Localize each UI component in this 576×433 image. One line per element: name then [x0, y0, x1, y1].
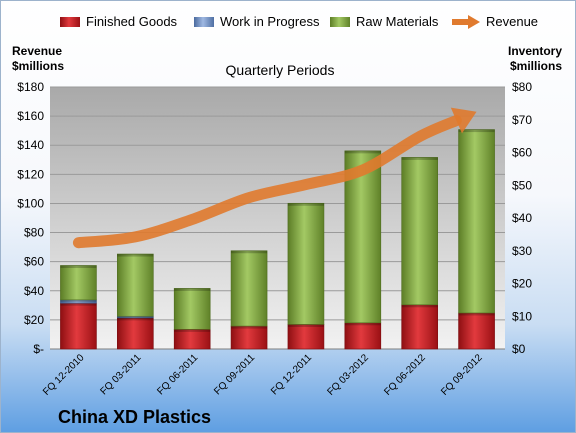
y-right-tick-label: $10 — [512, 309, 532, 323]
legend-swatch-raw-materials — [330, 17, 350, 27]
y-right-tick-label: $80 — [512, 80, 532, 94]
y-right-tick-label: $70 — [512, 113, 532, 127]
bars — [60, 129, 495, 350]
company-name: China XD Plastics — [58, 407, 211, 427]
bar-finished-goods — [458, 312, 495, 350]
y-left-tick-label: $100 — [17, 196, 44, 210]
bar-top-edge — [117, 254, 154, 257]
bar-raw-materials — [401, 157, 438, 306]
bar-top-edge — [231, 250, 268, 254]
bar-finished-goods — [401, 304, 438, 350]
bar-raw-materials — [230, 250, 268, 327]
bar-finished-goods — [173, 329, 211, 350]
y-right-tick-label: $40 — [512, 211, 532, 225]
bar-finished-goods — [344, 322, 382, 350]
bar-top-edge — [401, 157, 438, 160]
y-right-title-line1: Inventory — [508, 44, 562, 58]
bar-raw-materials — [60, 265, 97, 301]
legend-label-revenue: Revenue — [486, 14, 538, 29]
y-left-title-line1: Revenue — [12, 44, 62, 58]
bar-top-edge — [117, 316, 154, 319]
y-right-tick-label: $60 — [512, 146, 532, 160]
y-left-tick-label: $20 — [24, 313, 44, 327]
legend-arrow-revenue — [468, 15, 480, 29]
y-left-tick-label: $40 — [24, 284, 44, 298]
y-left-tick-label: $120 — [17, 167, 44, 181]
legend-label-raw-materials: Raw Materials — [356, 14, 439, 29]
legend-item-revenue: Revenue — [452, 14, 538, 29]
y-left-tick-label: $80 — [24, 226, 44, 240]
y-left-tick-label: $60 — [24, 255, 44, 269]
legend-swatch-finished-goods — [60, 17, 80, 27]
bar-raw-materials — [458, 129, 495, 314]
legend-item-finished-goods: Finished Goods — [60, 14, 178, 29]
y-left-tick-label: $160 — [17, 109, 44, 123]
legend: Finished Goods Work in Progress Raw Mate… — [60, 14, 538, 29]
y-left-title-line2: $millions — [12, 59, 64, 73]
bar-top-edge — [174, 288, 211, 291]
revenue-line-group — [72, 107, 477, 249]
legend-label-work-in-progress: Work in Progress — [220, 14, 320, 29]
bar-top-edge — [287, 324, 324, 327]
bar-top-edge — [174, 329, 211, 332]
bar-raw-materials — [287, 202, 325, 325]
y-left-tick-label: $180 — [17, 80, 44, 94]
bar-raw-materials — [117, 253, 154, 317]
bar-top-edge — [60, 265, 97, 268]
bar-raw-materials — [173, 288, 211, 330]
bar-top-edge — [231, 326, 268, 329]
bar-finished-goods — [287, 324, 325, 350]
legend-label-finished-goods: Finished Goods — [86, 14, 178, 29]
legend-item-work-in-progress: Work in Progress — [194, 14, 320, 29]
y-left-tick-label: $140 — [17, 138, 44, 152]
revenue-arrowhead — [450, 107, 477, 134]
bar-top-edge — [60, 299, 97, 303]
bar-top-edge — [287, 203, 324, 206]
bar-top-edge — [117, 317, 154, 321]
y-right-title-line2: $millions — [510, 59, 562, 73]
legend-swatch-work-in-progress — [194, 17, 214, 27]
bar-finished-goods — [60, 302, 97, 350]
chart-title: Quarterly Periods — [226, 62, 335, 78]
y-right-tick-label: $50 — [512, 178, 532, 192]
bar-top-edge — [401, 304, 438, 308]
bar-top-edge — [458, 129, 495, 133]
y-right-tick-label: $30 — [512, 244, 532, 258]
bar-top-edge — [60, 303, 97, 306]
y-left-tick-label: $- — [33, 342, 44, 356]
y-right-tick-label: $0 — [512, 342, 526, 356]
bar-top-edge — [344, 322, 381, 326]
bar-top-edge — [344, 150, 381, 154]
y-right-tick-labels: $0 $10 $20 $30 $40 $50 $60 $70 $80 — [512, 80, 532, 356]
legend-item-raw-materials: Raw Materials — [330, 14, 439, 29]
bar-top-edge — [458, 312, 495, 316]
bar-finished-goods — [117, 317, 154, 350]
y-right-tick-label: $20 — [512, 277, 532, 291]
y-left-tick-labels: $- $20 $40 $60 $80 $100 $120 $140 $160 $180 — [17, 80, 44, 356]
bar-finished-goods — [230, 325, 268, 350]
revenue-line — [72, 115, 462, 249]
